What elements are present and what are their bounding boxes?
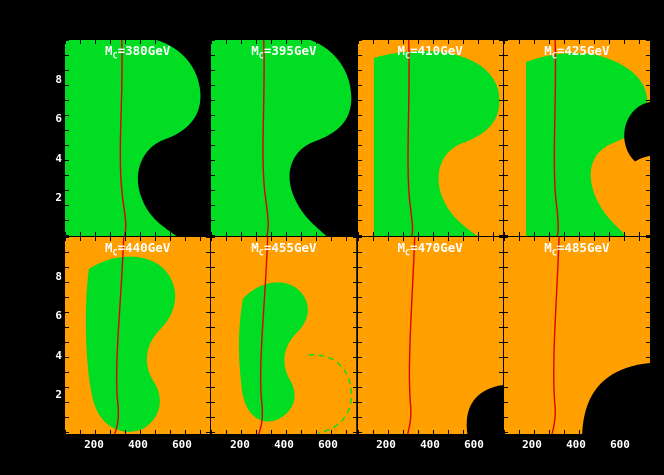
- red-contour-line: [259, 237, 268, 434]
- black-corner-blob: [581, 363, 650, 434]
- panel-label: MC=470GeV: [397, 240, 463, 259]
- panel-mc-440: MC=440GeV: [65, 237, 212, 434]
- x-tick-label: 200: [376, 438, 396, 451]
- x-tick-label: 600: [172, 438, 192, 451]
- panel-mc-380: MC=380GeV: [65, 40, 212, 237]
- y-tick-label: 8: [55, 270, 62, 283]
- panel-label: MC=410GeV: [397, 43, 463, 62]
- y-tick-label: 4: [55, 152, 62, 165]
- x-tick-label: 600: [318, 438, 338, 451]
- green-region: [211, 40, 352, 236]
- green-region: [525, 52, 648, 236]
- panel-mc-485: MC=485GeV: [503, 237, 650, 434]
- panel-mc-395: MC=395GeV: [211, 40, 358, 237]
- red-contour-line: [407, 40, 412, 236]
- panel-label: MC=455GeV: [251, 240, 317, 259]
- panel-label: MC=380GeV: [104, 43, 171, 62]
- panel-mc-470: MC=470GeV: [357, 237, 504, 434]
- x-tick-label: 400: [566, 438, 586, 451]
- red-contour-line: [263, 40, 268, 236]
- y-tick-label: 2: [55, 191, 62, 204]
- panel-mc-410: MC=410GeV: [357, 40, 504, 237]
- red-contour-line: [115, 237, 124, 434]
- y-tick-label: 6: [55, 112, 62, 125]
- y-tick-label: 8: [55, 73, 62, 86]
- panel-label: MC=485GeV: [544, 240, 610, 259]
- x-tick-label: 400: [274, 438, 294, 451]
- green-region: [85, 256, 176, 432]
- green-region: [373, 50, 499, 236]
- dashed-green-contour: [309, 355, 352, 433]
- panel-mc-455: MC=455GeV: [211, 237, 358, 434]
- red-contour-line: [407, 237, 414, 434]
- panel-grid: MC=380GeV MC=395GeV: [65, 40, 650, 434]
- panel-mc-425: MC=425GeV: [503, 40, 650, 237]
- x-tick-label: 400: [420, 438, 440, 451]
- red-contour-line: [554, 40, 558, 236]
- green-region: [65, 40, 201, 236]
- x-tick-label: 600: [464, 438, 484, 451]
- red-contour-line: [120, 40, 125, 236]
- black-pocket: [623, 101, 650, 170]
- orange-bulge: [617, 155, 650, 227]
- red-contour-line: [552, 237, 559, 434]
- y-tick-label: 6: [55, 309, 62, 322]
- panel-label: MC=395GeV: [251, 43, 317, 62]
- x-tick-label: 200: [84, 438, 104, 451]
- panel-label: MC=425GeV: [544, 43, 610, 62]
- black-corner-blob: [466, 385, 503, 434]
- y-tick-label: 4: [55, 349, 62, 362]
- x-tick-label: 200: [230, 438, 250, 451]
- green-region: [239, 282, 309, 422]
- x-tick-label: 400: [128, 438, 148, 451]
- x-tick-label: 600: [610, 438, 630, 451]
- panel-label: MC=440GeV: [104, 240, 171, 259]
- y-tick-label: 2: [55, 388, 62, 401]
- x-tick-label: 200: [522, 438, 542, 451]
